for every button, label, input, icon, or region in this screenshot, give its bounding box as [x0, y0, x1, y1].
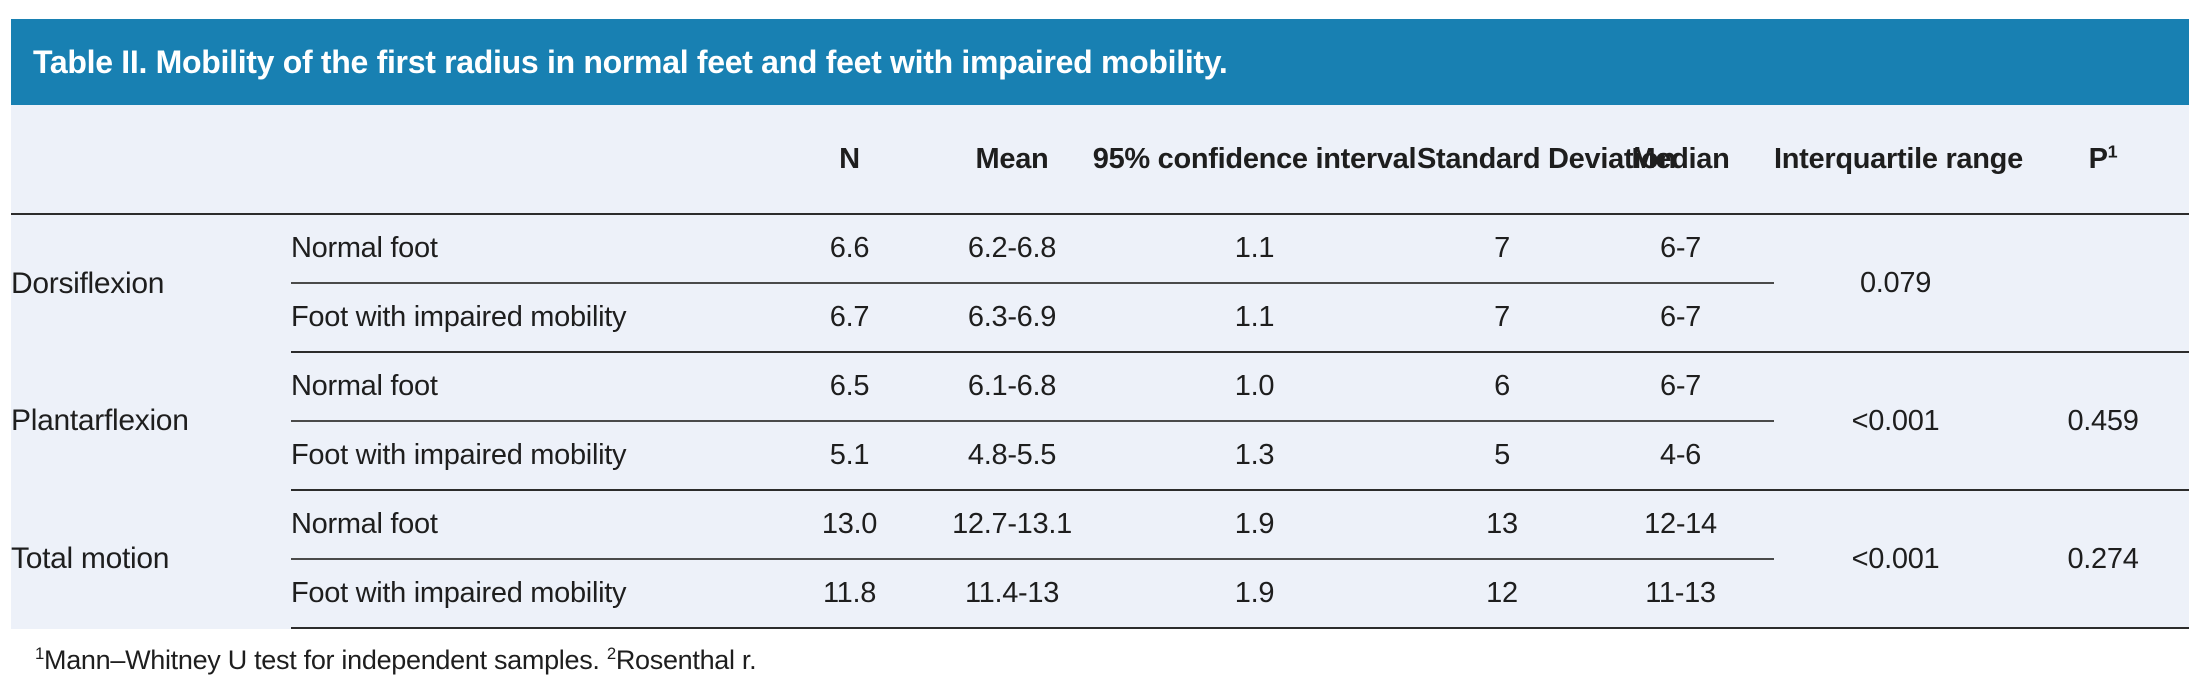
condition-cell: Foot with impaired mobility [291, 421, 767, 491]
col-header-p-superscript: 1 [2107, 141, 2118, 162]
table-row: Foot with impaired mobility 6.7 6.3-6.9 … [11, 283, 2189, 353]
col-header-iqr: Interquartile range [1774, 105, 2023, 215]
iqr-cell: 0.079 [1774, 214, 2017, 353]
data-table: N Mean 95% confidence interval Standard … [11, 105, 2189, 629]
mean-cell: 4.8-5.5 [932, 421, 1092, 491]
ci-cell: 1.3 [1092, 421, 1417, 491]
median-cell: 4-6 [1587, 421, 1774, 491]
ci-cell: 1.1 [1092, 283, 1417, 353]
table-title-bar: Table II. Mobility of the first radius i… [11, 19, 2189, 105]
condition-cell: Normal foot [291, 490, 767, 560]
n-cell: 6.7 [767, 283, 932, 353]
sd-cell: 7 [1417, 214, 1587, 284]
col-header-sd: Standard Deviation [1417, 105, 1676, 215]
group-label-plantarflexion: Plantarflexion [11, 404, 189, 437]
iqr-cell: <0.001 [1774, 352, 2017, 491]
table-row: Total motion Normal foot 13.0 12.7-13.1 … [11, 490, 2189, 629]
mean-cell: 6.1-6.8 [932, 352, 1092, 422]
group-label-total-motion: Total motion [11, 542, 170, 575]
median-cell: 11-13 [1587, 559, 1774, 629]
n-cell: 6.6 [767, 214, 932, 284]
footnote-text-1: Mann–Whitney U test for independent samp… [44, 645, 607, 675]
p-cell [2017, 214, 2189, 353]
footnote-superscript-2: 2 [606, 644, 616, 663]
n-cell: 13.0 [767, 490, 932, 560]
sd-cell: 12 [1417, 559, 1587, 629]
p-cell: 0.459 [2017, 352, 2189, 491]
condition-cell: Normal foot [291, 352, 767, 422]
median-cell: 6-7 [1587, 352, 1774, 422]
table-footnote: 1Mann–Whitney U test for independent sam… [11, 629, 2189, 676]
col-header-empty-condition [291, 105, 767, 215]
p-cell: 0.274 [2017, 490, 2189, 629]
group-label-dorsiflexion: Dorsiflexion [11, 266, 165, 300]
table-row: Foot with impaired mobility 11.8 11.4-13… [11, 559, 2189, 629]
col-header-p-label: P [2088, 142, 2108, 175]
mean-cell: 6.2-6.8 [932, 214, 1092, 284]
mean-cell: 12.7-13.1 [932, 490, 1092, 560]
col-header-n: N [767, 105, 932, 215]
sd-cell: 13 [1417, 490, 1587, 560]
ci-cell: 1.9 [1092, 490, 1417, 560]
n-cell: 11.8 [767, 559, 932, 629]
col-header-ci: 95% confidence interval [1092, 105, 1417, 215]
n-cell: 5.1 [767, 421, 932, 491]
footnote-superscript-1: 1 [35, 644, 45, 663]
median-cell: 6-7 [1587, 283, 1774, 353]
median-cell: 6-7 [1587, 214, 1774, 284]
col-header-mean: Mean [932, 105, 1092, 215]
mean-cell: 11.4-13 [932, 559, 1092, 629]
table-row: Plantarflexion Normal foot 6.5 6.1-6.8 1… [11, 352, 2189, 491]
col-header-empty-group [11, 105, 291, 215]
condition-cell: Foot with impaired mobility [291, 283, 767, 353]
sd-cell: 7 [1417, 283, 1587, 353]
col-header-p: P1 [2017, 105, 2189, 215]
mean-cell: 6.3-6.9 [932, 283, 1092, 353]
condition-cell: Foot with impaired mobility [291, 559, 767, 629]
table-container: Table II. Mobility of the first radius i… [11, 19, 2189, 676]
col-header-median: Median [1587, 105, 1774, 215]
ci-cell: 1.0 [1092, 352, 1417, 422]
table-title: Table II. Mobility of the first radius i… [33, 43, 1228, 80]
ci-cell: 1.1 [1092, 214, 1417, 284]
table-row: Foot with impaired mobility 5.1 4.8-5.5 … [11, 421, 2189, 491]
sd-cell: 6 [1417, 352, 1587, 422]
iqr-cell: <0.001 [1774, 490, 2017, 629]
ci-cell: 1.9 [1092, 559, 1417, 629]
condition-cell: Normal foot [291, 214, 767, 284]
table-row: Dorsiflexion Normal foot 6.6 6.2-6.8 1.1… [11, 214, 2189, 353]
header-row: N Mean 95% confidence interval Standard … [11, 105, 2189, 215]
sd-cell: 5 [1417, 421, 1587, 491]
n-cell: 6.5 [767, 352, 932, 422]
footnote-text-2: Rosenthal r. [615, 645, 757, 675]
median-cell: 12-14 [1587, 490, 1774, 560]
